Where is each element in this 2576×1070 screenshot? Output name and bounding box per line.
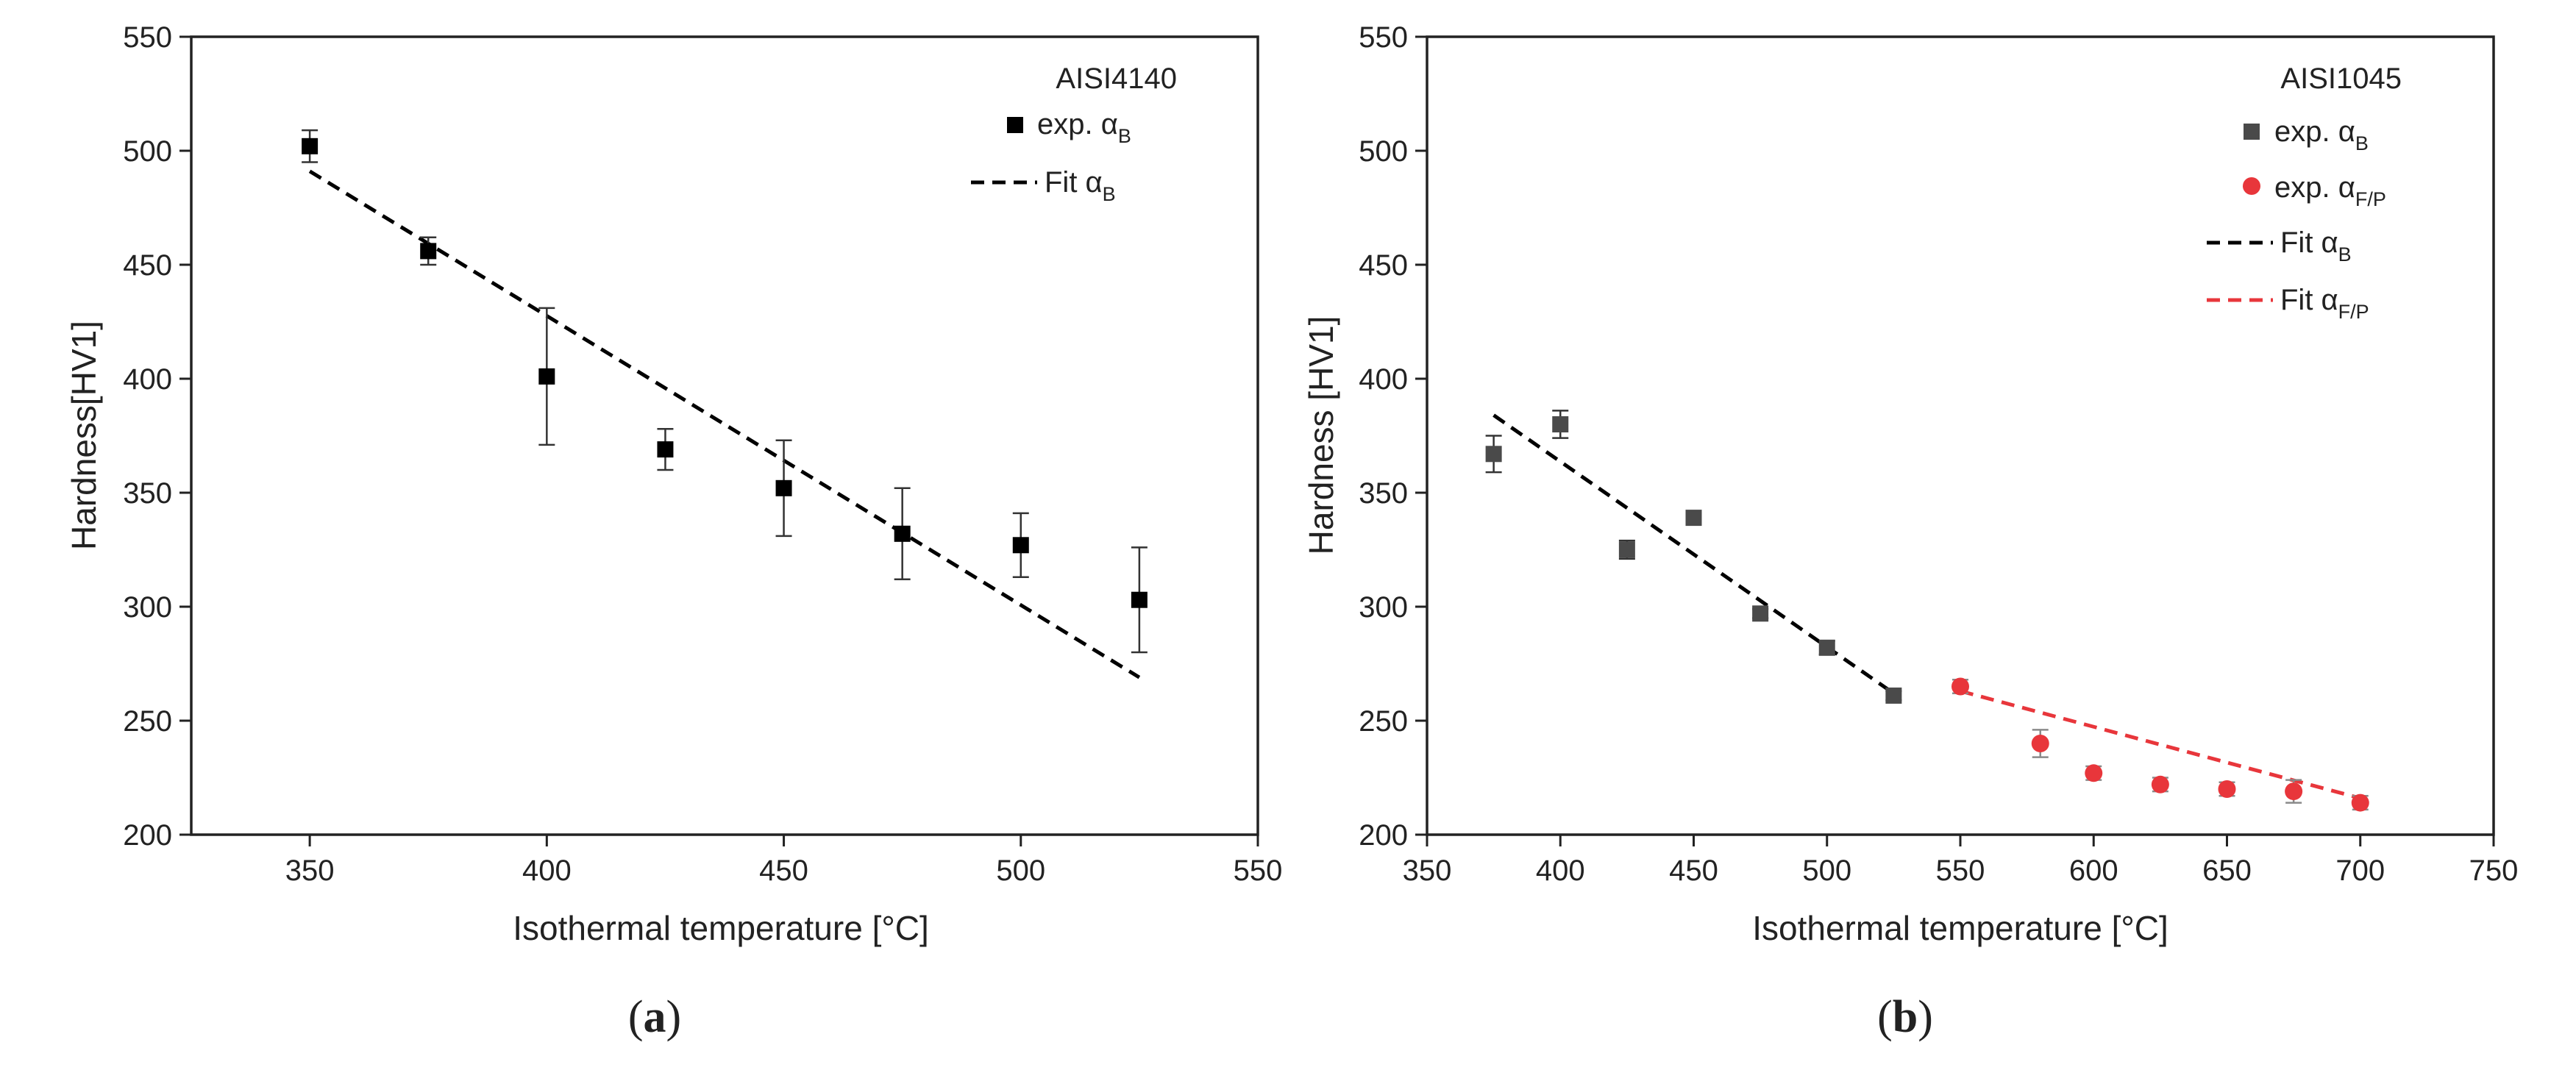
data-point-exp-alpha-f-p bbox=[2351, 793, 2369, 812]
data-point-exp-alpha-b bbox=[1818, 639, 1835, 656]
y-tick-label: 550 bbox=[123, 21, 172, 54]
y-tick-label: 200 bbox=[1359, 819, 1408, 852]
legend-marker-square bbox=[2244, 124, 2260, 140]
data-point-exp-alpha-b bbox=[1552, 416, 1569, 432]
y-axis-title: Hardness[HV1] bbox=[65, 321, 103, 550]
x-tick-label: 500 bbox=[1802, 855, 1851, 887]
legend-entry-exp-alpha-fp: exp. αF/P bbox=[2274, 171, 2386, 210]
x-tick-label: 400 bbox=[1536, 855, 1585, 887]
fit-line-fit-alpha-b bbox=[308, 169, 1141, 680]
legend: AISI1045 exp. αB exp. αF/P Fit αB Fit αF… bbox=[2207, 63, 2402, 323]
data-point-exp-alpha-b bbox=[1752, 605, 1769, 622]
legend-title: AISI4140 bbox=[1056, 63, 1177, 95]
x-tick-label: 350 bbox=[1403, 855, 1452, 887]
legend-entry-exp-alpha-b: exp. αB bbox=[1037, 108, 1131, 147]
x-axis: 350 400 450 500 550 600 650 700 750 bbox=[1403, 835, 2519, 887]
legend: AISI4140 exp. αB Fit αB bbox=[971, 63, 1177, 205]
x-tick-label: 500 bbox=[996, 855, 1045, 887]
data-point-exp-alpha-b bbox=[538, 368, 555, 385]
x-tick-label: 700 bbox=[2335, 855, 2385, 887]
data-point-exp-alpha-f-p bbox=[2218, 780, 2236, 798]
data-point-exp-alpha-b bbox=[775, 479, 792, 496]
y-tick-label: 250 bbox=[123, 705, 172, 738]
y-tick-label: 450 bbox=[123, 249, 172, 282]
data-point-exp-alpha-f-p bbox=[2151, 775, 2169, 793]
data-point-exp-alpha-f-p bbox=[2085, 764, 2103, 782]
y-axis-title: Hardness [HV1] bbox=[1302, 316, 1340, 555]
y-tick-label: 500 bbox=[1359, 135, 1408, 168]
y-tick-label: 500 bbox=[123, 135, 172, 168]
y-tick-label: 400 bbox=[123, 363, 172, 396]
y-tick-label: 250 bbox=[1359, 705, 1408, 738]
y-tick-label: 450 bbox=[1359, 249, 1408, 282]
data-point-exp-alpha-b bbox=[1485, 446, 1502, 463]
x-axis-title: Isothermal temperature [°C] bbox=[513, 909, 929, 947]
plot-frame bbox=[1426, 35, 2495, 836]
y-tick-label: 300 bbox=[1359, 591, 1408, 624]
data-point-exp-alpha-b bbox=[1131, 591, 1148, 608]
data-point-exp-alpha-f-p bbox=[2031, 735, 2049, 752]
legend-title: AISI1045 bbox=[2280, 63, 2402, 95]
data-point-exp-alpha-b bbox=[894, 525, 911, 542]
y-tick-label: 350 bbox=[1359, 477, 1408, 510]
data-point-exp-alpha-b bbox=[1685, 510, 1702, 527]
legend-marker-circle bbox=[2243, 177, 2260, 195]
data-points bbox=[302, 129, 1148, 654]
data-point-exp-alpha-b bbox=[1885, 687, 1902, 704]
x-tick-label: 400 bbox=[522, 855, 572, 887]
x-tick-label: 600 bbox=[2069, 855, 2118, 887]
data-point-exp-alpha-b bbox=[1012, 537, 1029, 554]
y-tick-label: 400 bbox=[1359, 363, 1408, 396]
legend-entry-exp-alpha-b: exp. αB bbox=[2274, 115, 2369, 154]
data-points bbox=[1485, 410, 2369, 812]
legend-marker-square bbox=[1007, 117, 1023, 133]
x-tick-label: 450 bbox=[759, 855, 808, 887]
y-axis: 200 250 300 350 400 450 500 550 bbox=[1359, 21, 1427, 852]
chart-panel-b: 200 250 300 350 400 450 500 550 350 400 450 500 550… bbox=[1302, 21, 2518, 947]
y-tick-label: 300 bbox=[123, 591, 172, 624]
data-point-exp-alpha-b bbox=[420, 243, 437, 260]
fit-lines bbox=[308, 169, 1141, 680]
x-tick-label: 450 bbox=[1669, 855, 1718, 887]
plot-frame bbox=[190, 35, 1259, 836]
legend-entry-fit-alpha-b: Fit αB bbox=[1045, 166, 1116, 205]
y-tick-label: 550 bbox=[1359, 21, 1408, 54]
x-axis: 350 400 450 500 550 bbox=[285, 835, 1283, 887]
y-tick-label: 350 bbox=[123, 477, 172, 510]
x-tick-label: 550 bbox=[1234, 855, 1283, 887]
panel-caption-b: (b) bbox=[1877, 992, 1933, 1042]
x-tick-label: 550 bbox=[1936, 855, 1985, 887]
data-point-exp-alpha-f-p bbox=[2285, 782, 2303, 801]
x-tick-label: 650 bbox=[2202, 855, 2252, 887]
legend-entry-fit-alpha-b: Fit αB bbox=[2280, 227, 2352, 265]
fit-lines bbox=[1492, 413, 2361, 800]
data-point-exp-alpha-b bbox=[1618, 541, 1635, 558]
y-axis: 200 250 300 350 400 450 500 550 bbox=[123, 21, 191, 852]
panel-caption-a: (a) bbox=[628, 992, 681, 1042]
x-tick-label: 750 bbox=[2469, 855, 2519, 887]
legend-entry-fit-alpha-fp: Fit αF/P bbox=[2280, 284, 2369, 323]
x-axis-title: Isothermal temperature [°C] bbox=[1752, 909, 2168, 947]
x-tick-label: 350 bbox=[285, 855, 335, 887]
y-tick-label: 200 bbox=[123, 819, 172, 852]
data-point-exp-alpha-b bbox=[302, 138, 319, 154]
data-point-exp-alpha-f-p bbox=[1951, 677, 1969, 696]
chart-panel-a: 200 250 300 350 400 450 500 550 350 400 450 500 550… bbox=[65, 21, 1282, 947]
data-point-exp-alpha-b bbox=[657, 441, 674, 458]
